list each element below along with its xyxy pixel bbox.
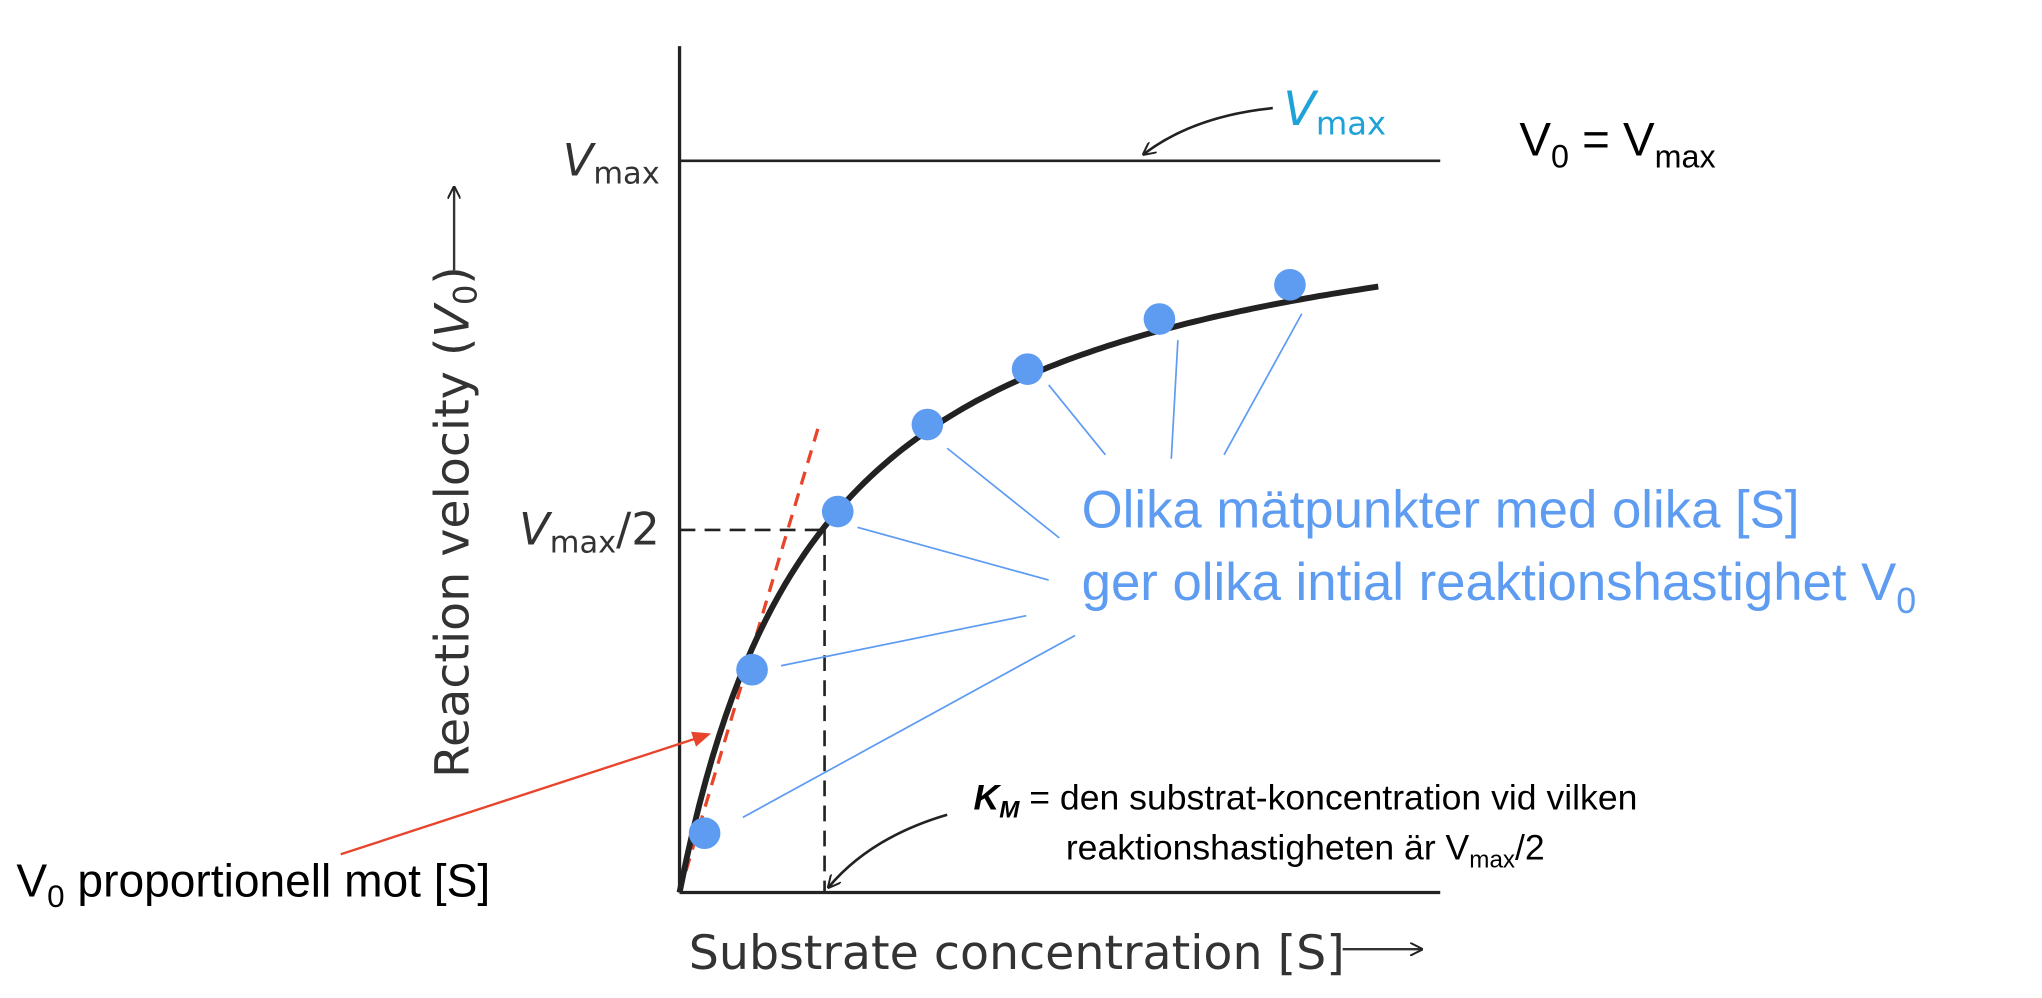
points-note-2: ger olika intial reaktionshastighet V0	[1082, 553, 1917, 621]
proportional-arrow	[340, 731, 712, 856]
km-note-2: reaktionshastigheten är Vmax/2	[1066, 828, 1545, 874]
y-label: Reaction velocity (V0)	[426, 266, 485, 778]
km-arrow	[829, 813, 948, 888]
vmax-tick: Vmax	[563, 133, 660, 191]
equation: V0 = Vmax	[1519, 114, 1715, 175]
vmax-annotation: Vmax	[1283, 82, 1386, 142]
half-tick: Vmax/2	[519, 502, 660, 560]
vmax-arrow	[1144, 106, 1273, 154]
km-note-1: KM = den substrat-koncentration vid vilk…	[974, 777, 1638, 823]
x-label: Substrate concentration [S]	[689, 926, 1345, 981]
leaders	[742, 313, 1303, 819]
tangent	[677, 427, 820, 894]
points	[688, 268, 1306, 850]
points-note-1: Olika mätpunkter med olika [S]	[1082, 480, 1800, 539]
proportional-note: V0 proportionell mot [S]	[16, 854, 490, 914]
